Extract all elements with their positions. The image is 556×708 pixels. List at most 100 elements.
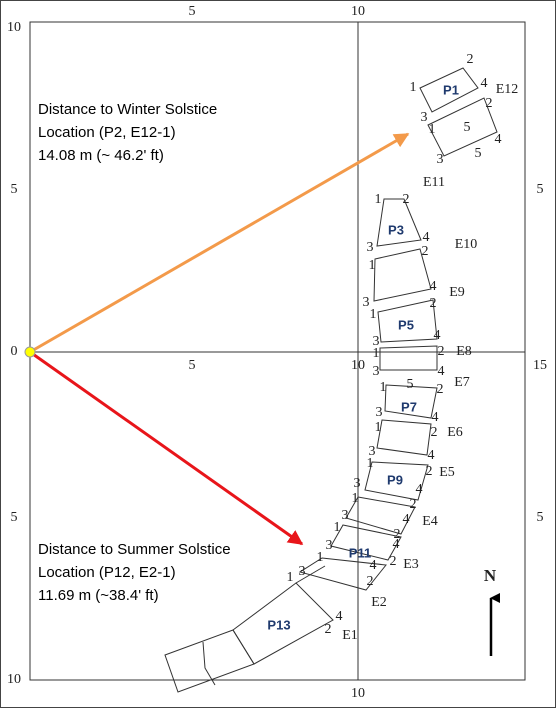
corner-number: 4 <box>495 132 502 147</box>
north-label: N <box>484 566 497 585</box>
paver-shape <box>330 524 402 561</box>
edge-label: E4 <box>422 514 438 529</box>
axis-label: 5 <box>537 182 544 197</box>
paver-label: P11 <box>349 545 371 560</box>
corner-number: 2 <box>437 382 444 397</box>
axis-label: 5 <box>189 4 196 19</box>
paver-shape <box>377 299 438 343</box>
axis-label: 10 <box>351 686 365 701</box>
paver-shape <box>376 198 422 247</box>
paver-shape <box>379 345 438 371</box>
corner-number: 3 <box>342 508 349 523</box>
edge-label: E12 <box>496 82 519 97</box>
axis-label: 5 <box>11 510 18 525</box>
axis-label: 10 <box>351 4 365 19</box>
corner-number: 1 <box>410 80 417 95</box>
corner-number: 4 <box>430 279 437 294</box>
corner-number: 2 <box>438 344 445 359</box>
edge-label: E7 <box>454 375 470 390</box>
edge-label: E6 <box>447 425 463 440</box>
summer-arrow <box>29 350 304 546</box>
paver-label: P3 <box>388 222 404 237</box>
edge-label: E8 <box>456 344 472 359</box>
corner-number: 4 <box>438 364 445 379</box>
paver-label: P7 <box>401 399 417 414</box>
corner-number: 2 <box>426 464 433 479</box>
edge-label: E5 <box>439 465 455 480</box>
annotation-line: Location (P2, E12-1) <box>38 124 176 141</box>
corner-number: 5 <box>475 146 482 161</box>
paver-shape <box>298 557 387 591</box>
corner-number: 2 <box>403 192 410 207</box>
paver-shape <box>364 461 429 501</box>
pavers-outline <box>164 67 498 693</box>
corner-number: 1 <box>373 346 380 361</box>
corner-number: 1 <box>370 307 377 322</box>
annotation-line: 14.08 m (~ 46.2' ft) <box>38 147 164 164</box>
paver-label: P13 <box>267 617 290 632</box>
corner-number: 1 <box>375 192 382 207</box>
paver-shape <box>345 496 416 535</box>
corner-number: 2 <box>422 244 429 259</box>
corner-number: 2 <box>467 52 474 67</box>
edge-label: E3 <box>403 557 419 572</box>
corner-number: 5 <box>407 377 414 392</box>
corner-number: 4 <box>481 76 488 91</box>
corner-number: 4 <box>403 512 410 527</box>
corner-number: 3 <box>373 364 380 379</box>
corner-number: 1 <box>380 380 387 395</box>
corner-number: 4 <box>336 609 343 624</box>
corner-number: 2 <box>394 527 401 542</box>
edge-label: E2 <box>371 595 387 610</box>
axis-label: 0 <box>11 344 18 359</box>
paver-shape <box>427 97 498 157</box>
paver-joint <box>202 641 216 686</box>
corner-number: 1 <box>375 420 382 435</box>
corner-number: 5 <box>464 120 471 135</box>
paver-shape <box>384 384 438 419</box>
corner-number: 1 <box>334 520 341 535</box>
corner-number: 3 <box>367 240 374 255</box>
corner-number: 4 <box>428 448 435 463</box>
corner-number: 2 <box>431 425 438 440</box>
paver-label: P9 <box>387 472 403 487</box>
corner-number: 2 <box>325 622 332 637</box>
axis-label: 5 <box>189 358 196 373</box>
edge-label: E9 <box>449 285 465 300</box>
corner-number: 3 <box>354 476 361 491</box>
corner-number: 3 <box>299 564 306 579</box>
corner-number: 4 <box>432 410 439 425</box>
corner-number: 2 <box>430 296 437 311</box>
paver-shape <box>164 629 255 693</box>
corner-number: 1 <box>429 122 436 137</box>
annotation-line: Distance to Summer Solstice <box>38 541 231 558</box>
corner-number: 1 <box>369 258 376 273</box>
corner-number: 1 <box>367 456 374 471</box>
corner-number: 2 <box>390 554 397 569</box>
origin-point <box>24 346 36 358</box>
plot-frame <box>29 21 526 681</box>
corner-number: 4 <box>370 558 377 573</box>
corner-number: 3 <box>376 405 383 420</box>
corner-number: 1 <box>317 550 324 565</box>
corner-number: 3 <box>363 295 370 310</box>
axis-label: 10 <box>7 20 21 35</box>
corner-number: 3 <box>437 152 444 167</box>
corner-number: 4 <box>393 537 400 552</box>
paver-shape <box>419 67 479 113</box>
paver-label: P1 <box>443 82 459 97</box>
edge-label: E10 <box>455 237 478 252</box>
corner-number: 1 <box>287 570 294 585</box>
winter-arrow <box>29 132 410 354</box>
corner-number: 3 <box>373 334 380 349</box>
corner-number: 2 <box>367 574 374 589</box>
paver-joint <box>295 565 326 584</box>
corner-number: 4 <box>423 230 430 245</box>
annotation-line: Location (P12, E2-1) <box>38 564 176 581</box>
corner-number: 2 <box>410 497 417 512</box>
axis-label: 15 <box>533 358 547 373</box>
annotation-line: Distance to Winter Solstice <box>38 101 217 118</box>
corner-number: 2 <box>486 96 493 111</box>
corner-number: 4 <box>416 482 423 497</box>
